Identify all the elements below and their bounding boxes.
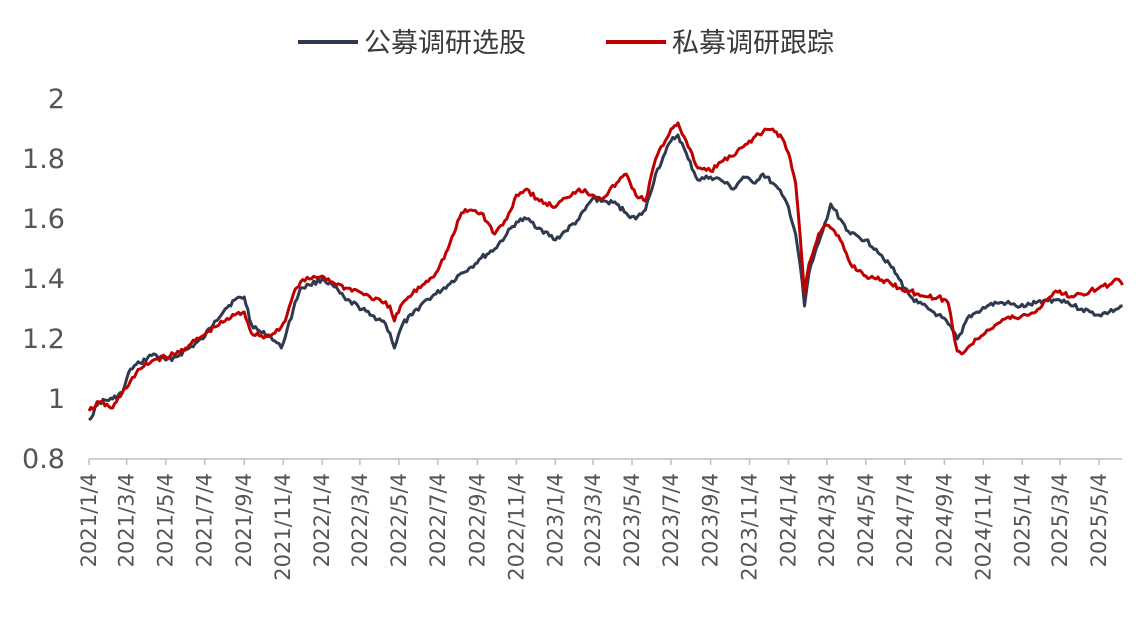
x-tick-label: 2023/7/4 xyxy=(659,473,683,567)
x-tick-label: 2022/5/4 xyxy=(387,473,411,567)
x-tick-label: 2024/9/4 xyxy=(932,473,956,567)
x-tick-label: 2022/9/4 xyxy=(465,473,489,567)
x-tick-label: 2023/9/4 xyxy=(699,473,723,567)
legend-label-public: 公募调研选股 xyxy=(364,28,526,59)
x-tick-label: 2025/1/4 xyxy=(1010,473,1034,567)
legend: 公募调研选股 私募调研跟踪 xyxy=(298,28,834,59)
y-tick-label: 0.8 xyxy=(22,444,65,475)
series-layer xyxy=(87,121,1124,422)
x-tick-label: 2021/5/4 xyxy=(154,473,178,567)
x-tick-label: 2022/7/4 xyxy=(426,473,450,567)
y-tick-label: 2 xyxy=(48,84,65,115)
y-tick-label: 1.4 xyxy=(22,264,65,295)
x-tick-label: 2024/3/4 xyxy=(815,473,839,567)
x-tick-label: 2024/11/4 xyxy=(971,473,995,581)
x-tick-label: 2023/3/4 xyxy=(581,473,605,567)
x-tick-label: 2025/3/4 xyxy=(1048,473,1072,567)
x-tick-label: 2023/5/4 xyxy=(620,473,644,567)
x-tick-label: 2021/7/4 xyxy=(193,473,217,567)
x-tick-label: 2021/3/4 xyxy=(115,473,139,567)
series-line-private-fund-research xyxy=(87,121,1124,412)
legend-label-private: 私募调研跟踪 xyxy=(672,28,834,59)
x-tick-label: 2024/7/4 xyxy=(893,473,917,567)
x-tick-label: 2022/11/4 xyxy=(504,473,528,581)
series-line-public-fund-research xyxy=(88,133,1123,422)
y-tick-label: 1.8 xyxy=(22,144,65,175)
x-tick-label: 2023/11/4 xyxy=(738,473,762,581)
x-tick-label: 2021/1/4 xyxy=(77,473,101,567)
x-tick-label: 2021/9/4 xyxy=(232,473,256,567)
x-tick-label: 2022/1/4 xyxy=(310,473,334,567)
x-tick-label: 2021/11/4 xyxy=(271,473,295,581)
x-tick-label: 2024/5/4 xyxy=(854,473,878,567)
y-tick-label: 1.6 xyxy=(22,204,65,235)
x-tick-label: 2024/1/4 xyxy=(777,473,801,567)
y-tick-label: 1.2 xyxy=(22,324,65,355)
x-tick-label: 2025/5/4 xyxy=(1087,473,1111,567)
y-tick-label: 1 xyxy=(48,384,65,415)
x-tick-label: 2023/1/4 xyxy=(543,473,567,567)
x-axis: 2021/1/4 2021/3/4 2021/5/4 2021/7/4 2021/9/4… xyxy=(77,458,1122,581)
x-tick-label: 2022/3/4 xyxy=(348,473,372,567)
y-axis: 0.8 1 1.2 1.4 1.6 1.8 2 xyxy=(22,84,65,475)
